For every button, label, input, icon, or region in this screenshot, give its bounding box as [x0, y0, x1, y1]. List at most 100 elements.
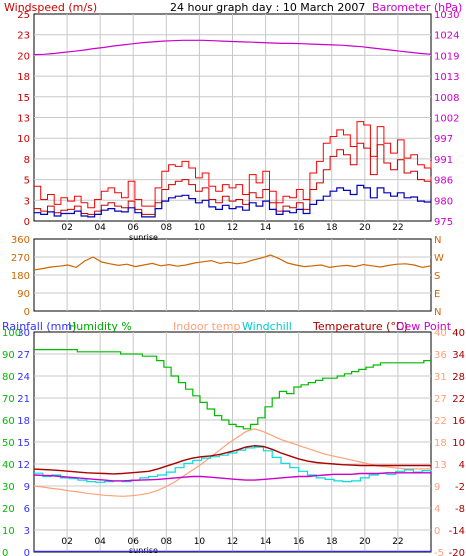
- series-humidity: [34, 349, 431, 430]
- y-tick-label-left: 25: [17, 10, 30, 21]
- y-tick-label-right: 991: [434, 155, 453, 166]
- y-tick-label-left: 13: [17, 114, 30, 125]
- y-tick-label-right: 27: [434, 394, 447, 405]
- x-tick-label-top: 22: [392, 223, 403, 233]
- x-tick-label-bottom: 22: [392, 537, 403, 547]
- y-tick-label-right: 986: [434, 176, 453, 187]
- y-tick-label-right: W: [434, 253, 444, 264]
- series-temperature: [33, 444, 431, 475]
- y-tick-label-left: 5: [24, 176, 30, 187]
- y-tick-label-left: 3: [24, 526, 30, 537]
- series-indoor-temp: [33, 428, 431, 497]
- y-tick-label-right-outer: -14: [449, 526, 465, 537]
- x-tick-label-bottom: 08: [161, 537, 173, 547]
- y-tick-label-right: 1030: [434, 10, 459, 21]
- x-tick-label-top: 14: [260, 223, 272, 233]
- y-tick-label-right: 22: [434, 416, 447, 427]
- y-tick-label-left: 0: [24, 217, 30, 228]
- y-tick-label-right: 1024: [434, 31, 459, 42]
- chart-title: 24 hour graph day : 10 March 2007: [170, 1, 365, 14]
- x-tick-label-top: 18: [326, 223, 338, 233]
- windchill-label: Windchill: [242, 320, 292, 333]
- y-tick-label-left: 270: [11, 253, 30, 264]
- y-tick-label-right: 0: [434, 526, 440, 537]
- y-tick-label-left: 90: [17, 289, 30, 300]
- x-tick-label-bottom: 18: [326, 537, 338, 547]
- x-tick-label-top: 04: [94, 223, 106, 233]
- humidity-tick-label: 30: [2, 482, 15, 493]
- humidity-tick-label: 50: [2, 438, 15, 449]
- y-tick-label-right: 18: [434, 438, 447, 449]
- series-dew-point: [33, 472, 431, 482]
- y-tick-label-right: 997: [434, 134, 453, 145]
- series-windspeed: [34, 142, 432, 215]
- y-tick-label-left: 15: [17, 438, 30, 449]
- humidity-tick-label: 70: [2, 394, 15, 405]
- y-tick-label-left: 30: [17, 328, 30, 339]
- humidity-tick-label: 40: [2, 460, 15, 471]
- humidity-tick-label: 0: [2, 548, 8, 556]
- series-gust: [34, 121, 432, 209]
- x-tick-label-top: 20: [359, 223, 371, 233]
- tick-label-layer: 0202040406060808101012121414161618182020…: [2, 10, 465, 556]
- windspeed-axis-label: Windspeed (m/s): [4, 1, 97, 14]
- humidity-tick-label: 20: [2, 504, 15, 515]
- x-tick-label-top: 06: [128, 223, 140, 233]
- y-tick-label-right: N: [434, 307, 441, 318]
- y-tick-label-left: 6: [24, 504, 30, 515]
- y-tick-label-right: 31: [434, 372, 447, 383]
- humidity-tick-label: 60: [2, 416, 15, 427]
- sunrise-label-top: sunrise: [129, 233, 158, 242]
- dew-point-label: Dew Point: [396, 320, 452, 333]
- y-tick-label-left: 0: [24, 307, 30, 318]
- y-tick-label-right: N: [434, 235, 441, 246]
- series-wind-direction: [33, 254, 432, 271]
- x-tick-label-bottom: 14: [260, 537, 272, 547]
- barometer-axis-label: Barometer (hPa): [372, 1, 462, 14]
- y-tick-label-right: 9: [434, 482, 440, 493]
- y-tick-label-left: 12: [17, 460, 30, 471]
- y-tick-label-right: 1002: [434, 114, 459, 125]
- rainfall-label: Rainfall (mm): [2, 320, 76, 333]
- sunrise-label-bottom: sunrise: [129, 546, 158, 555]
- x-tick-label-bottom: 06: [128, 537, 140, 547]
- y-tick-label-left: 9: [24, 482, 30, 493]
- y-tick-label-right-outer: 28: [452, 372, 465, 383]
- y-tick-label-right: 980: [434, 196, 453, 207]
- y-tick-label-right: 13: [434, 460, 447, 471]
- series-layer: [33, 39, 432, 552]
- x-tick-label-bottom: 02: [61, 537, 72, 547]
- y-tick-label-right-outer: 10: [452, 438, 465, 449]
- series-wind-average: [34, 184, 432, 218]
- humidity-label: Humidity %: [68, 320, 132, 333]
- x-tick-label-top: 08: [161, 223, 173, 233]
- y-tick-label-right: 36: [434, 350, 447, 361]
- x-tick-label-bottom: 04: [94, 537, 106, 547]
- y-tick-label-left: 24: [17, 372, 30, 383]
- y-tick-label-right-outer: -2: [455, 482, 465, 493]
- y-tick-label-left: 20: [17, 51, 30, 62]
- x-tick-label-bottom: 20: [359, 537, 371, 547]
- y-tick-label-left: 360: [11, 235, 30, 246]
- y-tick-label-left: 3: [24, 196, 30, 207]
- y-tick-label-left: 18: [17, 416, 30, 427]
- indoor-temp-label: Indoor temp: [173, 320, 240, 333]
- y-tick-label-left: 0: [24, 548, 30, 556]
- grid-layer: [34, 14, 431, 552]
- y-tick-label-right: 975: [434, 217, 453, 228]
- x-tick-label-top: 16: [293, 223, 305, 233]
- y-tick-label-left: 18: [17, 72, 30, 83]
- humidity-tick-label: 10: [2, 526, 15, 537]
- y-tick-label-right: 1019: [434, 51, 459, 62]
- y-tick-label-right-outer: 16: [452, 416, 465, 427]
- x-tick-label-top: 12: [227, 223, 238, 233]
- y-tick-label-left: 27: [17, 350, 30, 361]
- x-tick-label-bottom: 12: [227, 537, 238, 547]
- y-tick-label-right: 1008: [434, 93, 459, 104]
- temperature-label: Temperature (°C): [312, 320, 408, 333]
- y-tick-label-left: 180: [11, 271, 30, 282]
- y-tick-label-left: 10: [17, 134, 30, 145]
- y-tick-label-right: S: [434, 271, 440, 282]
- humidity-tick-label: 100: [2, 328, 21, 339]
